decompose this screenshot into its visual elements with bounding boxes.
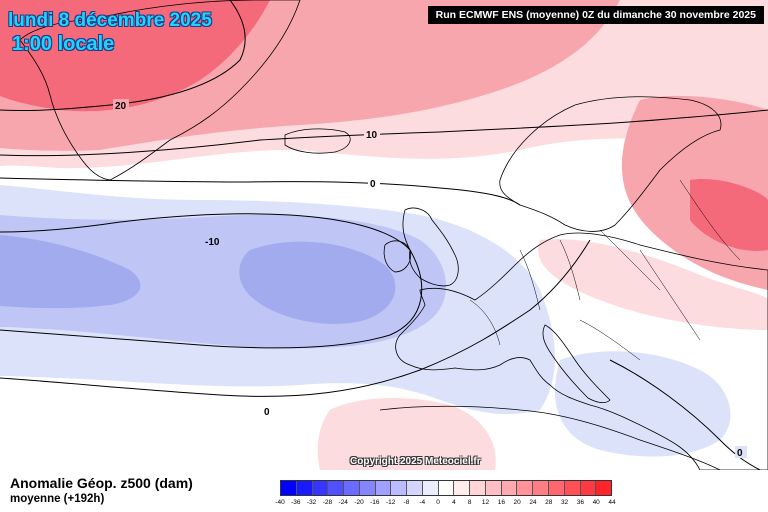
color-scale-cell <box>281 481 297 495</box>
color-scale-tick-label: 8 <box>467 499 472 506</box>
color-scale-cell <box>517 481 534 495</box>
color-scale-cell <box>454 481 471 495</box>
contour-label-group: 20 10 0 -10 0 0 <box>113 99 747 459</box>
contour-lines <box>0 0 768 470</box>
parameter-subtitle: moyenne (+192h) <box>10 493 105 505</box>
border-east <box>639 249 701 341</box>
contour-0-north <box>0 177 521 206</box>
color-scale-tick-label: -20 <box>354 499 364 506</box>
color-scale-tick-label: -16 <box>370 499 380 506</box>
color-scale-tick-label: 36 <box>576 499 584 506</box>
color-scale-ticks: -40 -36 -32 -28 -24 -20 -16 -12 -8 -4 0 4 8 12 16 20 24 2… <box>275 499 616 509</box>
border-baltic <box>599 229 661 291</box>
color-scale-tick-label: 12 <box>481 499 490 506</box>
color-scale-bar <box>280 480 612 496</box>
color-scale-cell <box>470 481 486 495</box>
color-scale-cell <box>485 481 502 495</box>
color-scale-cell <box>438 481 455 495</box>
greenland-coast <box>19 0 301 181</box>
color-scale-tick-label: -40 <box>275 499 285 506</box>
color-scale-tick-label: 20 <box>513 499 521 506</box>
contour-label: -10 <box>205 237 220 248</box>
color-scale-tick-label: -12 <box>385 499 396 506</box>
color-scale-cell <box>344 481 360 495</box>
color-scale-tick-label: 28 <box>545 499 553 506</box>
color-scale-cell <box>596 481 612 495</box>
color-scale-cell <box>422 481 439 495</box>
mediterranean-west-positive <box>317 398 496 470</box>
color-scale-cell <box>296 481 313 495</box>
border-poland <box>559 239 581 301</box>
contour-minus-10 <box>0 213 423 349</box>
color-scale-tick-label: 16 <box>497 499 505 506</box>
contour-10 <box>0 109 768 157</box>
greenland-positive-max <box>0 0 270 112</box>
border-germany <box>519 249 541 311</box>
forecast-date-title: lundi 8 décembre 2025 <box>8 10 212 31</box>
color-scale-tick-label: -8 <box>403 499 410 506</box>
border-balkans <box>579 319 641 361</box>
color-scale-tick-label: 44 <box>608 499 616 506</box>
contour-label: 10 <box>366 130 378 141</box>
border-russia <box>679 179 741 261</box>
italy-coast <box>542 324 611 404</box>
scandinavia-coast <box>499 96 722 232</box>
contour-20 <box>0 0 246 112</box>
color-scale-tick-label: 40 <box>592 499 600 506</box>
color-scale-cell <box>375 481 392 495</box>
contour-0-south <box>0 239 591 397</box>
color-scale-tick-label: -32 <box>306 499 317 506</box>
labrador-negative-core <box>0 235 141 309</box>
negative-anomaly-fields <box>0 185 731 457</box>
color-scale-tick-label: 24 <box>529 499 537 506</box>
color-scale-tick-label: 32 <box>560 499 569 506</box>
color-scale-tick-label: -36 <box>291 499 301 506</box>
mediterranean-east-negative <box>554 351 731 457</box>
color-scale-cell <box>549 481 565 495</box>
color-scale-cell <box>328 481 345 495</box>
color-scale-tick-label: -24 <box>338 499 348 506</box>
map-footer: Anomalie Géop. z500 (dam) moyenne (+192h… <box>0 470 768 512</box>
coastlines <box>19 0 768 470</box>
color-scale-tick-label: -4 <box>419 499 426 506</box>
positive-anomaly-fields <box>0 0 768 470</box>
contour-label: 20 <box>115 101 127 112</box>
color-scale-cell <box>580 481 597 495</box>
anomaly-map: 20 10 0 -10 0 0 <box>0 0 768 470</box>
europe-east-positive <box>538 239 768 330</box>
color-scale-cell <box>391 481 408 495</box>
contour-label: 0 <box>370 179 376 190</box>
color-scale-tick-label: 0 <box>436 499 440 506</box>
parameter-title: Anomalie Géop. z500 (dam) <box>10 475 193 491</box>
forecast-time-title: 1:00 locale <box>12 33 115 55</box>
contour-label: 0 <box>737 448 743 459</box>
color-scale-cell <box>407 481 423 495</box>
contour-0-east <box>609 359 761 470</box>
north-africa-coast <box>379 405 721 470</box>
russia-positive-core <box>690 179 768 251</box>
color-scale-tick-label: 4 <box>452 499 456 506</box>
color-scale-tick-label: -28 <box>322 499 333 506</box>
iceland-coast <box>284 128 351 154</box>
atlantic-negative-core <box>239 241 396 324</box>
color-scale-cell <box>312 481 329 495</box>
contour-label: 0 <box>264 407 270 418</box>
color-scale-cell <box>533 481 550 495</box>
color-scale-cell <box>359 481 376 495</box>
color-scale-cell <box>501 481 518 495</box>
copyright-notice: Copyright 2025 Meteociel.fr <box>350 456 481 467</box>
model-run-info: Run ECMWF ENS (moyenne) 0Z du dimanche 3… <box>427 6 764 24</box>
color-scale-cell <box>564 481 581 495</box>
border-france <box>469 299 501 346</box>
country-borders <box>469 179 741 361</box>
continental-europe-coast <box>395 232 768 470</box>
